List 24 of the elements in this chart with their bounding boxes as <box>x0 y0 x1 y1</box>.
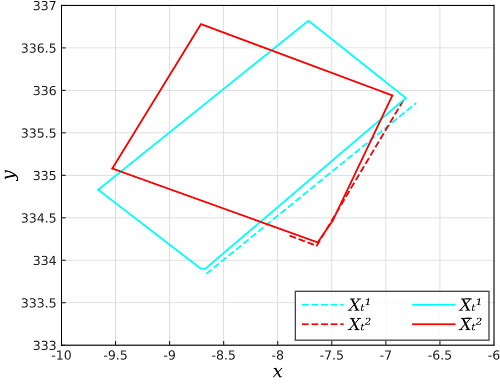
x-tick-label: -6.5 <box>428 350 452 360</box>
legend-label: Xₜ¹ <box>348 298 370 311</box>
x-tick-label: -9 <box>164 350 175 360</box>
y-tick-label: 336 <box>34 86 56 96</box>
y-tick-label: 334.5 <box>22 213 56 223</box>
x-tick-label: -9.5 <box>104 350 127 360</box>
y-tick-label: 335 <box>34 170 56 180</box>
legend-label: X̄ₜ² <box>458 318 482 330</box>
x-axis-title: x <box>272 368 283 378</box>
y-tick-label: 333 <box>34 340 56 350</box>
x-tick-label: -7.5 <box>320 350 343 360</box>
y-tick-label: 334 <box>34 256 56 266</box>
x-tick-label: -8 <box>272 350 284 360</box>
x-tick-label: -10 <box>52 350 71 360</box>
x-tick-label: -6 <box>488 350 500 360</box>
y-tick-label: 335.5 <box>22 128 56 138</box>
y-axis-title: y <box>4 170 18 182</box>
y-tick-label: 336.5 <box>22 43 56 53</box>
y-tick-label: 333.5 <box>22 298 56 308</box>
x-tick-label: -8.5 <box>212 350 235 360</box>
legend-label: X̄ₜ¹ <box>458 298 481 311</box>
legend-label: Xₜ² <box>348 318 371 330</box>
y-tick-label: 337 <box>34 0 56 10</box>
x-tick-label: -7 <box>380 350 392 360</box>
